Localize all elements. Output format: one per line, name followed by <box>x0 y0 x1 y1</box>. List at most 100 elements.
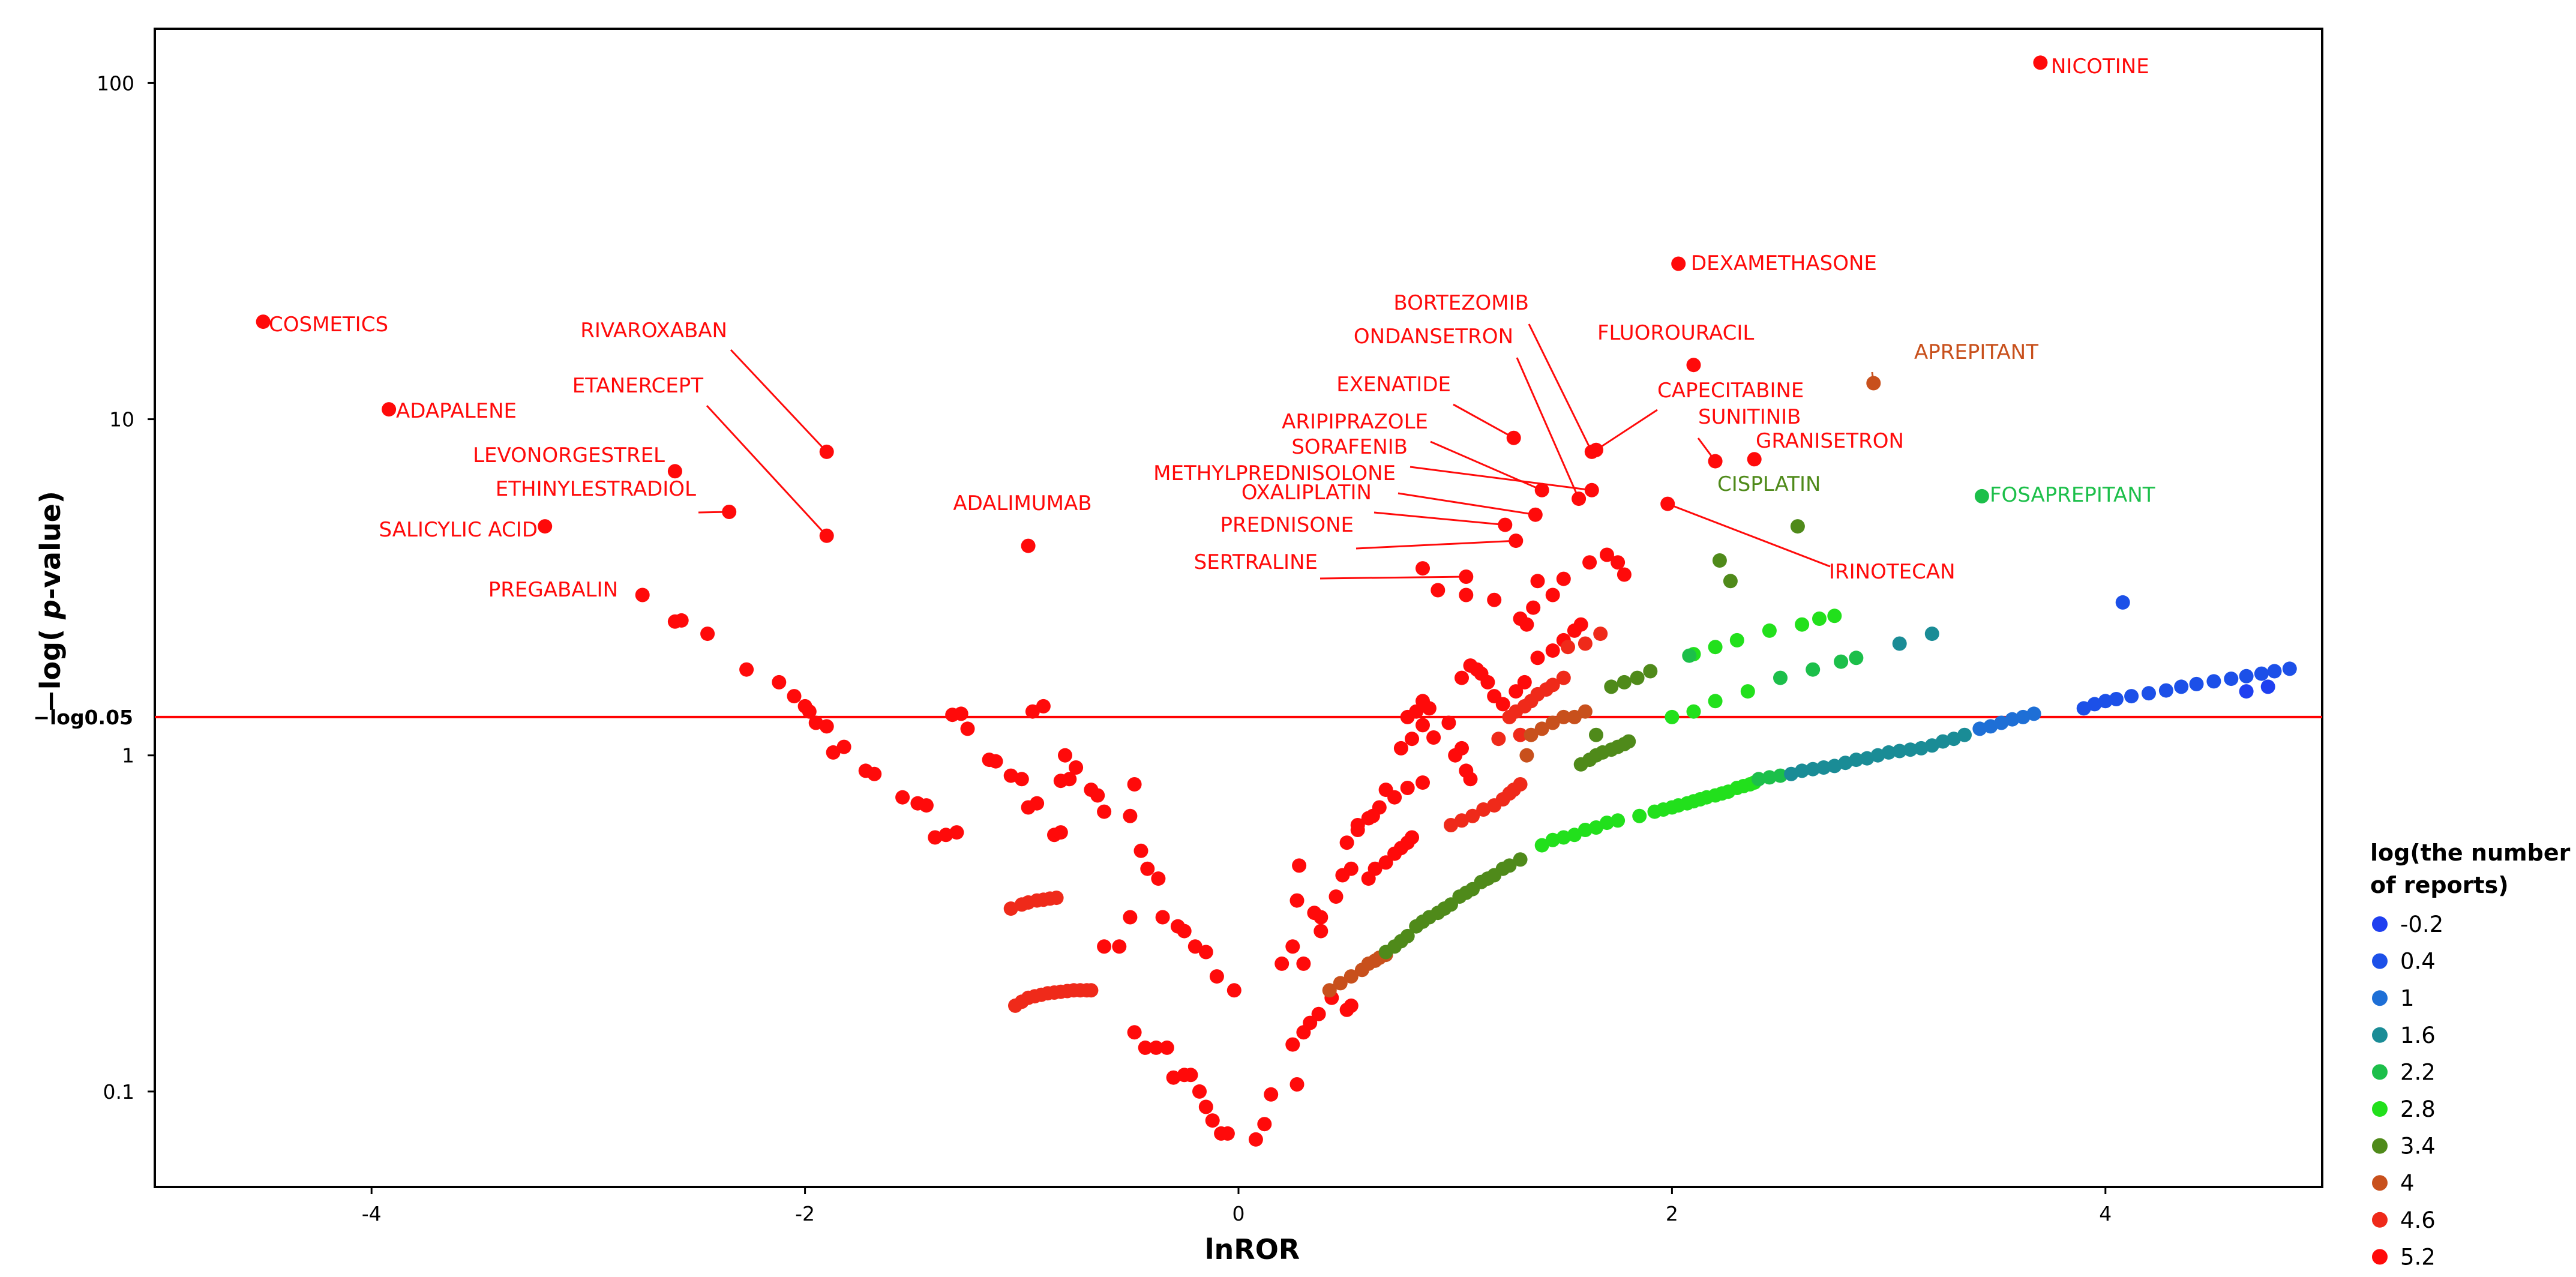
data-point <box>1795 617 1810 632</box>
point-label: SERTRALINE <box>1194 550 1318 574</box>
labeled-data-point <box>1506 430 1521 445</box>
data-point <box>1220 1126 1235 1141</box>
data-point <box>1502 858 1517 873</box>
data-point <box>787 689 802 704</box>
data-point <box>960 721 975 736</box>
labeled-data-point <box>1660 496 1675 511</box>
series-4 <box>1322 704 1593 998</box>
labeled-data-point <box>1790 519 1805 534</box>
point-label: SORAFENIB <box>1291 435 1408 459</box>
legend-swatch <box>2372 1027 2388 1043</box>
legend-item: -0.2 <box>2372 912 2443 937</box>
data-point <box>1155 910 1170 925</box>
data-point <box>1296 956 1311 971</box>
annotation-rivaroxaban: RIVAROXABAN <box>580 319 834 459</box>
data-point <box>1708 694 1723 709</box>
leader-line <box>1374 511 1506 526</box>
labeled-data-point <box>538 519 553 534</box>
data-point <box>1983 719 1998 734</box>
data-point <box>1416 775 1430 790</box>
legend-swatch <box>2372 1212 2388 1228</box>
data-point <box>2254 666 2269 681</box>
data-point <box>1292 858 1307 873</box>
data-point <box>1892 636 1907 651</box>
point-label: IRINOTECAN <box>1829 560 1956 584</box>
annotation-capecitabine: CAPECITABINE <box>1589 379 1804 457</box>
point-label: PREGABALIN <box>488 578 618 602</box>
data-point <box>1621 734 1636 749</box>
data-point <box>1123 808 1138 823</box>
data-point <box>1545 832 1560 847</box>
data-point <box>1368 861 1383 876</box>
labeled-data-point <box>1498 517 1513 532</box>
data-point <box>1600 816 1614 831</box>
data-point <box>2174 679 2189 694</box>
data-point <box>1573 617 1588 632</box>
data-point <box>1311 1006 1326 1021</box>
data-point <box>1812 611 1827 626</box>
data-point <box>1416 718 1430 733</box>
data-point <box>2267 664 2282 679</box>
data-point <box>2189 676 2204 691</box>
data-point <box>1198 945 1213 960</box>
data-point <box>1762 623 1777 638</box>
labeled-data-point <box>1974 488 1989 503</box>
leader-line <box>706 404 827 536</box>
data-point <box>1405 732 1419 747</box>
annotation-prednisone: PREDNISONE <box>1220 513 1524 550</box>
data-point <box>1400 781 1415 795</box>
annotation-granisetron: GRANISETRON <box>1747 429 1904 467</box>
leader-line <box>1596 409 1658 451</box>
data-point <box>2115 595 2130 610</box>
data-point <box>1030 796 1045 811</box>
legend-swatch <box>2372 916 2388 932</box>
data-point <box>1524 727 1539 742</box>
annotation-sunitinib: SUNITINIB <box>1697 405 1801 469</box>
data-point <box>700 626 715 642</box>
point-label: RIVAROXABAN <box>580 319 727 343</box>
annotation-nicotine: NICOTINE <box>2033 55 2149 79</box>
data-point <box>1762 770 1777 785</box>
labeled-data-point <box>1021 538 1036 553</box>
data-point <box>1556 670 1571 685</box>
data-point <box>1416 561 1430 576</box>
data-point <box>1314 910 1329 925</box>
annotation-oxaliplatin: OXALIPLATIN <box>1241 481 1513 532</box>
data-point <box>1003 901 1018 916</box>
series--0.2 <box>2239 679 2275 699</box>
data-point <box>2206 674 2221 689</box>
labeled-data-point <box>1459 569 1474 584</box>
data-point <box>1947 732 1961 747</box>
legend-item: 4.6 <box>2372 1207 2436 1233</box>
data-point <box>1285 939 1300 954</box>
data-point <box>1751 772 1766 787</box>
legend-label: 3.4 <box>2400 1134 2436 1159</box>
x-axis: -4 -2 0 2 4 <box>362 1187 2112 1225</box>
data-point <box>1589 727 1603 742</box>
series-4.6 <box>1003 626 1608 1013</box>
data-point <box>2016 709 2031 724</box>
series-5.2 <box>667 547 1632 1147</box>
annotation-aprepitant: APREPITANT <box>1866 340 2038 391</box>
y-tick-label: 0.1 <box>103 1080 134 1104</box>
point-label: METHYLPREDNISOLONE <box>1153 461 1396 485</box>
data-point <box>2239 669 2254 684</box>
data-point <box>1090 788 1105 803</box>
x-tick-label: -4 <box>362 1202 382 1225</box>
annotation-dexamethasone: DEXAMETHASONE <box>1671 251 1877 275</box>
data-point <box>1344 861 1359 876</box>
labeled-data-point <box>819 528 834 543</box>
data-point <box>1226 983 1241 998</box>
legend-item: 3.4 <box>2372 1134 2436 1159</box>
data-point <box>1025 704 1040 719</box>
annotation-aripiprazole: ARIPIPRAZOLE <box>1282 410 1549 497</box>
data-point <box>1192 1084 1207 1099</box>
legend-label: 2.8 <box>2400 1096 2436 1122</box>
annotation-ondansetron: ONDANSETRON <box>1354 325 1587 506</box>
y-axis-title-prefix: −log( <box>34 619 67 713</box>
data-point <box>1303 1015 1318 1030</box>
data-point <box>1487 592 1502 607</box>
data-point <box>1708 640 1723 655</box>
y-axis-title: −log( p-value) <box>34 491 67 713</box>
